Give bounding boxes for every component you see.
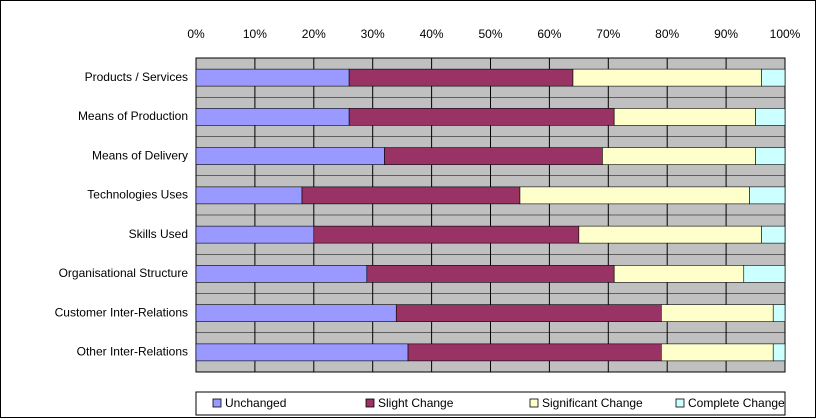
legend-label: Complete Change [688,396,785,410]
bar-segment [661,343,774,362]
bar-segment [195,343,409,362]
x-tick-label: 60% [537,27,561,41]
legend-box [195,391,786,416]
bar-segment [195,265,368,283]
bar-segment [743,265,786,283]
bar-segment [301,186,521,205]
x-tick-label: 20% [302,27,326,41]
bar-segment [348,68,574,87]
bar-segment [195,225,315,244]
y-tick-label: Products / Services [85,70,188,84]
y-tick-label: Other Inter-Relations [77,345,188,359]
bar-segment [519,186,750,205]
x-tick-label: 100% [770,27,801,41]
bar-segment [366,265,615,283]
bar-segment [613,108,756,126]
bar-segment [602,147,756,165]
bar-segment [407,343,662,362]
bar-segment [761,225,786,244]
bar-segment [384,147,603,165]
bar-segment [613,265,745,283]
x-tick-label: 0% [187,27,205,41]
y-tick-label: Organisational Structure [59,266,189,280]
bar-segment [195,147,385,165]
legend-swatch [212,398,222,408]
bar-segment [772,304,786,322]
legend-label: Significant Change [542,396,643,410]
x-tick-label: 50% [478,27,502,41]
y-tick-label: Means of Production [78,109,188,123]
x-tick-label: 40% [420,27,444,41]
legend-swatch [365,398,375,408]
bar-segment [195,186,303,205]
y-tick-label: Means of Delivery [92,148,188,162]
y-tick-label: Customer Inter-Relations [55,305,188,319]
y-tick-label: Technologies Uses [87,188,188,202]
bar-segment [755,108,786,126]
legend-swatch [529,398,539,408]
bar-segment [755,147,786,165]
bar-segment [749,186,786,205]
bar-segment [772,343,786,362]
y-tick-label: Skills Used [129,227,188,241]
x-tick-label: 90% [714,27,738,41]
bar-segment [195,108,350,126]
bar-segment [578,225,762,244]
bar-segment [348,108,615,126]
bar-segment [195,304,397,322]
bar-segment [761,68,786,87]
bar-segment [395,304,662,322]
bar-segment [313,225,580,244]
x-tick-label: 30% [361,27,385,41]
legend-label: Slight Change [378,396,454,410]
x-tick-label: 10% [243,27,267,41]
bar-segment [572,68,762,87]
bar-segment [661,304,774,322]
legend-swatch [675,398,685,408]
x-tick-label: 70% [596,27,620,41]
bar-segment [195,68,350,87]
legend-label: Unchanged [225,396,286,410]
x-tick-label: 80% [655,27,679,41]
